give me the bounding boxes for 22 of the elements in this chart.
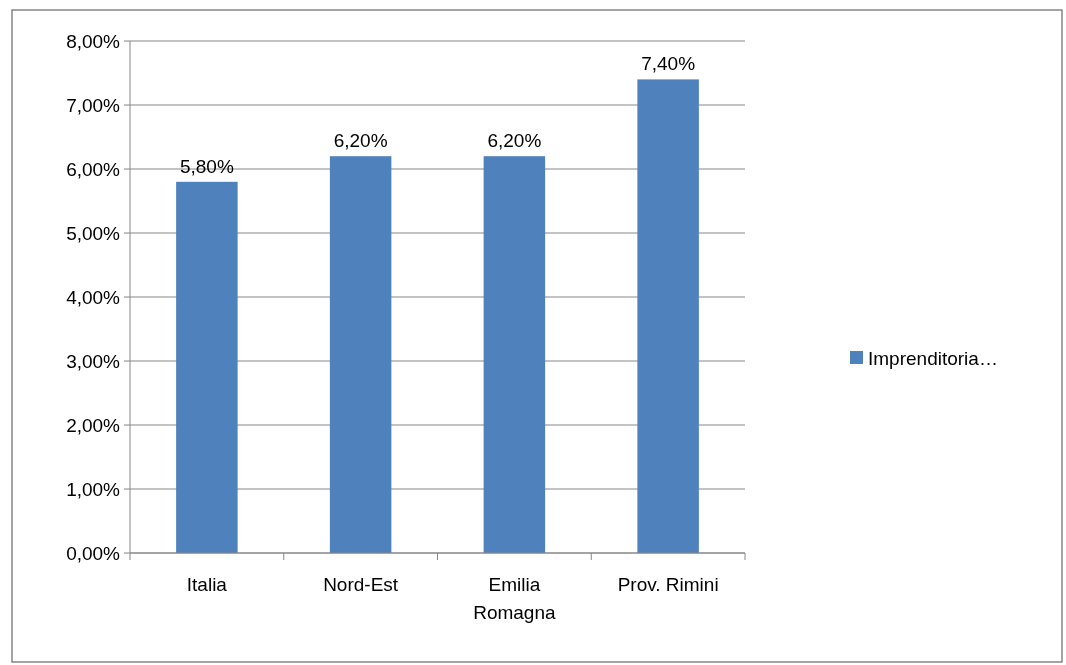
y-tick-label: 8,00% — [66, 30, 121, 52]
y-tick-label: 0,00% — [66, 542, 121, 564]
y-tick-label: 2,00% — [66, 414, 121, 436]
y-tick-label: 6,00% — [66, 158, 121, 180]
data-label: 6,20% — [487, 130, 542, 152]
x-tick-label: Emilia Romagna — [473, 574, 556, 623]
data-label: 6,20% — [333, 130, 388, 152]
x-tick-label: Prov. Rimini — [617, 574, 719, 595]
x-tick-label: Italia — [186, 574, 228, 595]
y-tick-label: 1,00% — [66, 478, 121, 500]
bar — [329, 156, 392, 553]
bar — [483, 156, 546, 553]
bar — [176, 181, 238, 553]
y-tick-label: 7,00% — [66, 94, 121, 116]
data-label: 7,40% — [641, 53, 696, 75]
y-tick-label: 4,00% — [66, 286, 121, 308]
y-tick-label: 5,00% — [66, 222, 121, 244]
data-label: 5,80% — [179, 155, 234, 177]
x-tick-label: Nord-Est — [323, 574, 399, 595]
y-tick-label: 3,00% — [66, 350, 121, 372]
bar — [637, 79, 699, 553]
legend-label: Imprenditoria… — [868, 347, 998, 369]
